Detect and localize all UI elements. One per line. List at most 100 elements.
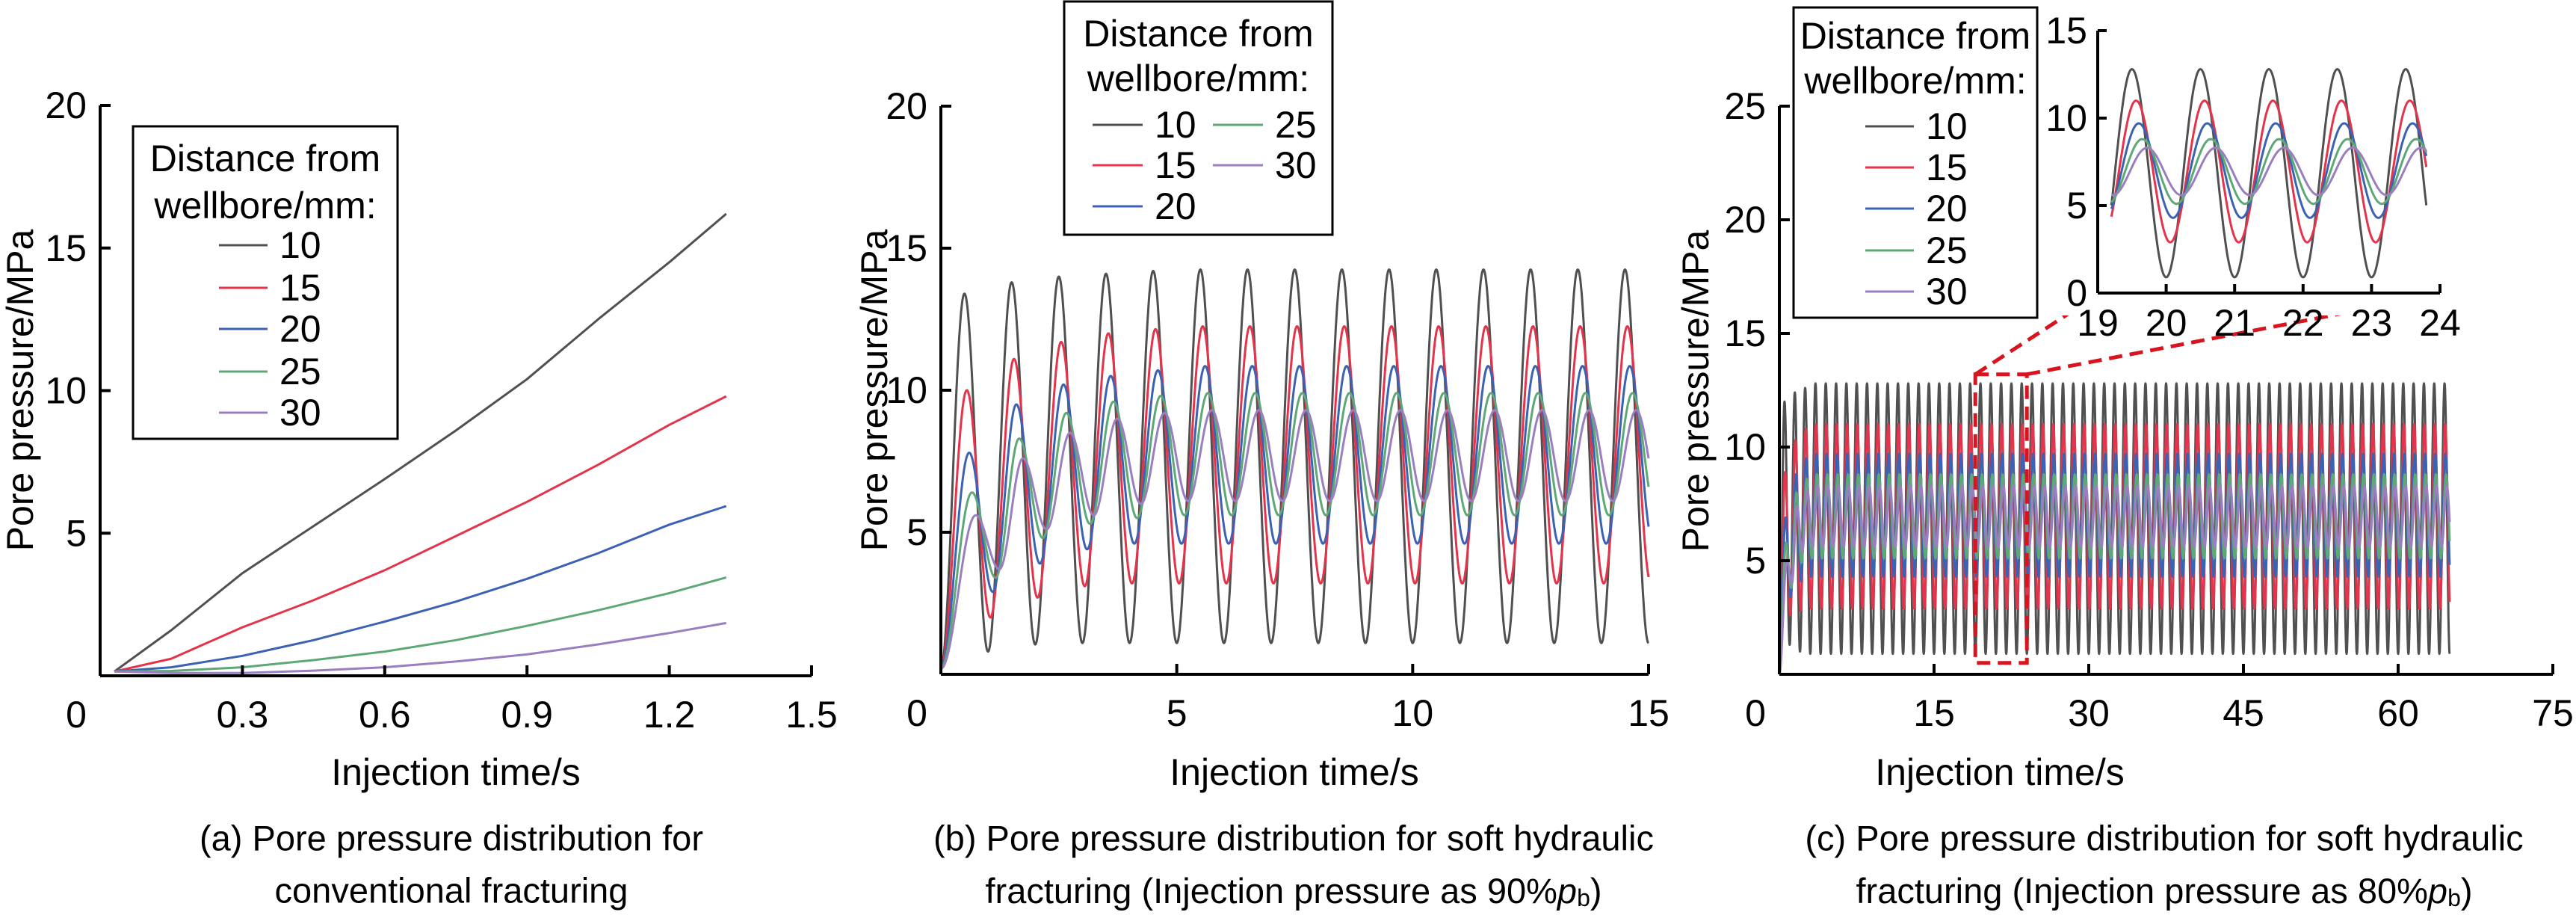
legend-label: 25 <box>1926 230 1968 271</box>
y-tick-label: 10 <box>886 369 927 411</box>
inset-series-line-30mm <box>2110 147 2427 197</box>
x-tick-label: 0.9 <box>501 694 553 736</box>
x-tick-label: 1.2 <box>643 694 696 736</box>
y-tick-label: 5 <box>66 512 87 554</box>
y-tick-label: 15 <box>45 227 87 269</box>
series-line-30mm <box>1778 484 2451 676</box>
caption-line1: (a) Pore pressure distribution for <box>200 819 703 858</box>
caption-symbol-p: p <box>2427 871 2447 911</box>
x-tick-label: 0 <box>66 694 87 736</box>
y-tick-label: 15 <box>1724 312 1766 354</box>
y-tick-label: 5 <box>906 511 927 553</box>
legend-label: 10 <box>1155 104 1196 146</box>
y-axis-label: Pore pressure/MPa <box>1675 230 1717 552</box>
legend-item-15: 15 <box>219 267 321 309</box>
inset-x-tick-label: 24 <box>2419 302 2461 344</box>
x-axis-label: Injection time/s <box>331 751 580 793</box>
legend-label: 20 <box>1926 188 1968 230</box>
legend-label: 30 <box>1275 144 1317 186</box>
inset-y-tick-label: 10 <box>2045 97 2087 139</box>
x-axis-label: Injection time/s <box>1170 751 1418 793</box>
series-line-15mm <box>940 325 1650 670</box>
caption-line1: (c) Pore pressure distribution for soft … <box>1805 819 2523 858</box>
x-tick-label: 0.3 <box>217 694 269 736</box>
y-tick-label: 5 <box>1745 540 1766 582</box>
legend-item-20: 20 <box>1093 185 1196 227</box>
series-line-10mm <box>940 268 1649 670</box>
inset-series-line-10mm <box>2110 68 2428 279</box>
zoom-connector-right <box>2026 292 2441 377</box>
caption-line1: (b) Pore pressure distribution for soft … <box>933 819 1654 858</box>
inset-y-tick-label: 15 <box>2045 10 2087 52</box>
legend-item-25: 25 <box>1865 230 1968 271</box>
legend-item-20: 20 <box>219 308 321 350</box>
inset-x-tick-label: 20 <box>2146 302 2187 344</box>
inset-series-line-15mm <box>2110 99 2428 244</box>
legend-box <box>1792 6 2039 319</box>
legend-label: 30 <box>279 392 321 434</box>
x-tick-label: 75 <box>2532 692 2574 734</box>
y-tick-label: 10 <box>1724 426 1766 468</box>
caption-subscript: b <box>2447 884 2461 911</box>
legend-item-10: 10 <box>1093 104 1196 146</box>
series-line-30mm <box>940 409 1650 670</box>
legend-item-15: 15 <box>1865 147 1968 188</box>
y-tick-label: 15 <box>886 227 927 269</box>
x-tick-label: 45 <box>2223 692 2264 734</box>
legend-item-30: 30 <box>219 392 321 434</box>
series-line-20mm <box>940 365 1650 670</box>
legend-title-line2: wellbore/mm: <box>153 185 376 227</box>
inset-series-line-25mm <box>2110 138 2428 206</box>
series-line-10mm <box>114 212 727 673</box>
x-tick-label: 0 <box>1745 692 1766 734</box>
legend-item-25: 25 <box>219 351 321 392</box>
legend-label: 15 <box>1926 147 1968 188</box>
x-tick-label: 10 <box>1392 692 1434 734</box>
x-tick-label: 0.6 <box>359 694 411 736</box>
x-tick-label: 0 <box>906 692 927 734</box>
caption-line2: fracturing (Injection pressure as 90%pb) <box>985 871 1601 912</box>
legend-item-10: 10 <box>1865 105 1968 147</box>
y-axis-label: Pore pressure/MPa <box>853 229 895 551</box>
legend-label: 25 <box>279 351 321 392</box>
legend-title-line1: Distance from <box>1800 15 2030 57</box>
legend-item-15: 15 <box>1093 144 1196 186</box>
caption-subscript: b <box>1577 884 1590 911</box>
series-line-30mm <box>114 621 727 674</box>
x-tick-label: 5 <box>1167 692 1187 734</box>
inset-x-tick-label: 19 <box>2077 302 2119 344</box>
inset-x-tick-label: 21 <box>2214 302 2255 344</box>
legend-title-line1: Distance from <box>150 138 380 179</box>
legend-label: 20 <box>1155 185 1196 227</box>
x-tick-label: 30 <box>2068 692 2110 734</box>
inset-series-line-20mm <box>2110 122 2428 219</box>
legend-label: 10 <box>1926 105 1968 147</box>
y-tick-label: 20 <box>886 85 927 127</box>
inset-y-tick-label: 0 <box>2066 272 2087 314</box>
caption-close: ) <box>1590 871 1602 911</box>
legend-item-30: 30 <box>1213 144 1317 186</box>
zoom-region-marker <box>1973 372 2029 665</box>
x-axis-label: Injection time/s <box>1875 751 2124 793</box>
y-tick-label: 20 <box>1724 199 1766 241</box>
x-tick-label: 15 <box>1913 692 1955 734</box>
legend-label: 15 <box>279 267 321 309</box>
x-tick-label: 1.5 <box>785 694 838 736</box>
y-tick-label: 20 <box>45 84 87 126</box>
caption-close: ) <box>2461 871 2473 911</box>
caption-line2: fracturing (Injection pressure as 80%pb) <box>1856 871 2472 912</box>
series-line-20mm <box>114 505 727 673</box>
legend-item-30: 30 <box>1865 271 1968 312</box>
legend-label: 30 <box>1926 271 1968 312</box>
legend-title-line2: wellbore/mm: <box>1803 60 2026 102</box>
series-line-25mm <box>114 576 727 673</box>
inset-x-tick-label: 22 <box>2282 302 2324 344</box>
y-tick-label: 25 <box>1724 85 1766 127</box>
caption-text: fracturing (Injection pressure as 90% <box>985 871 1557 911</box>
